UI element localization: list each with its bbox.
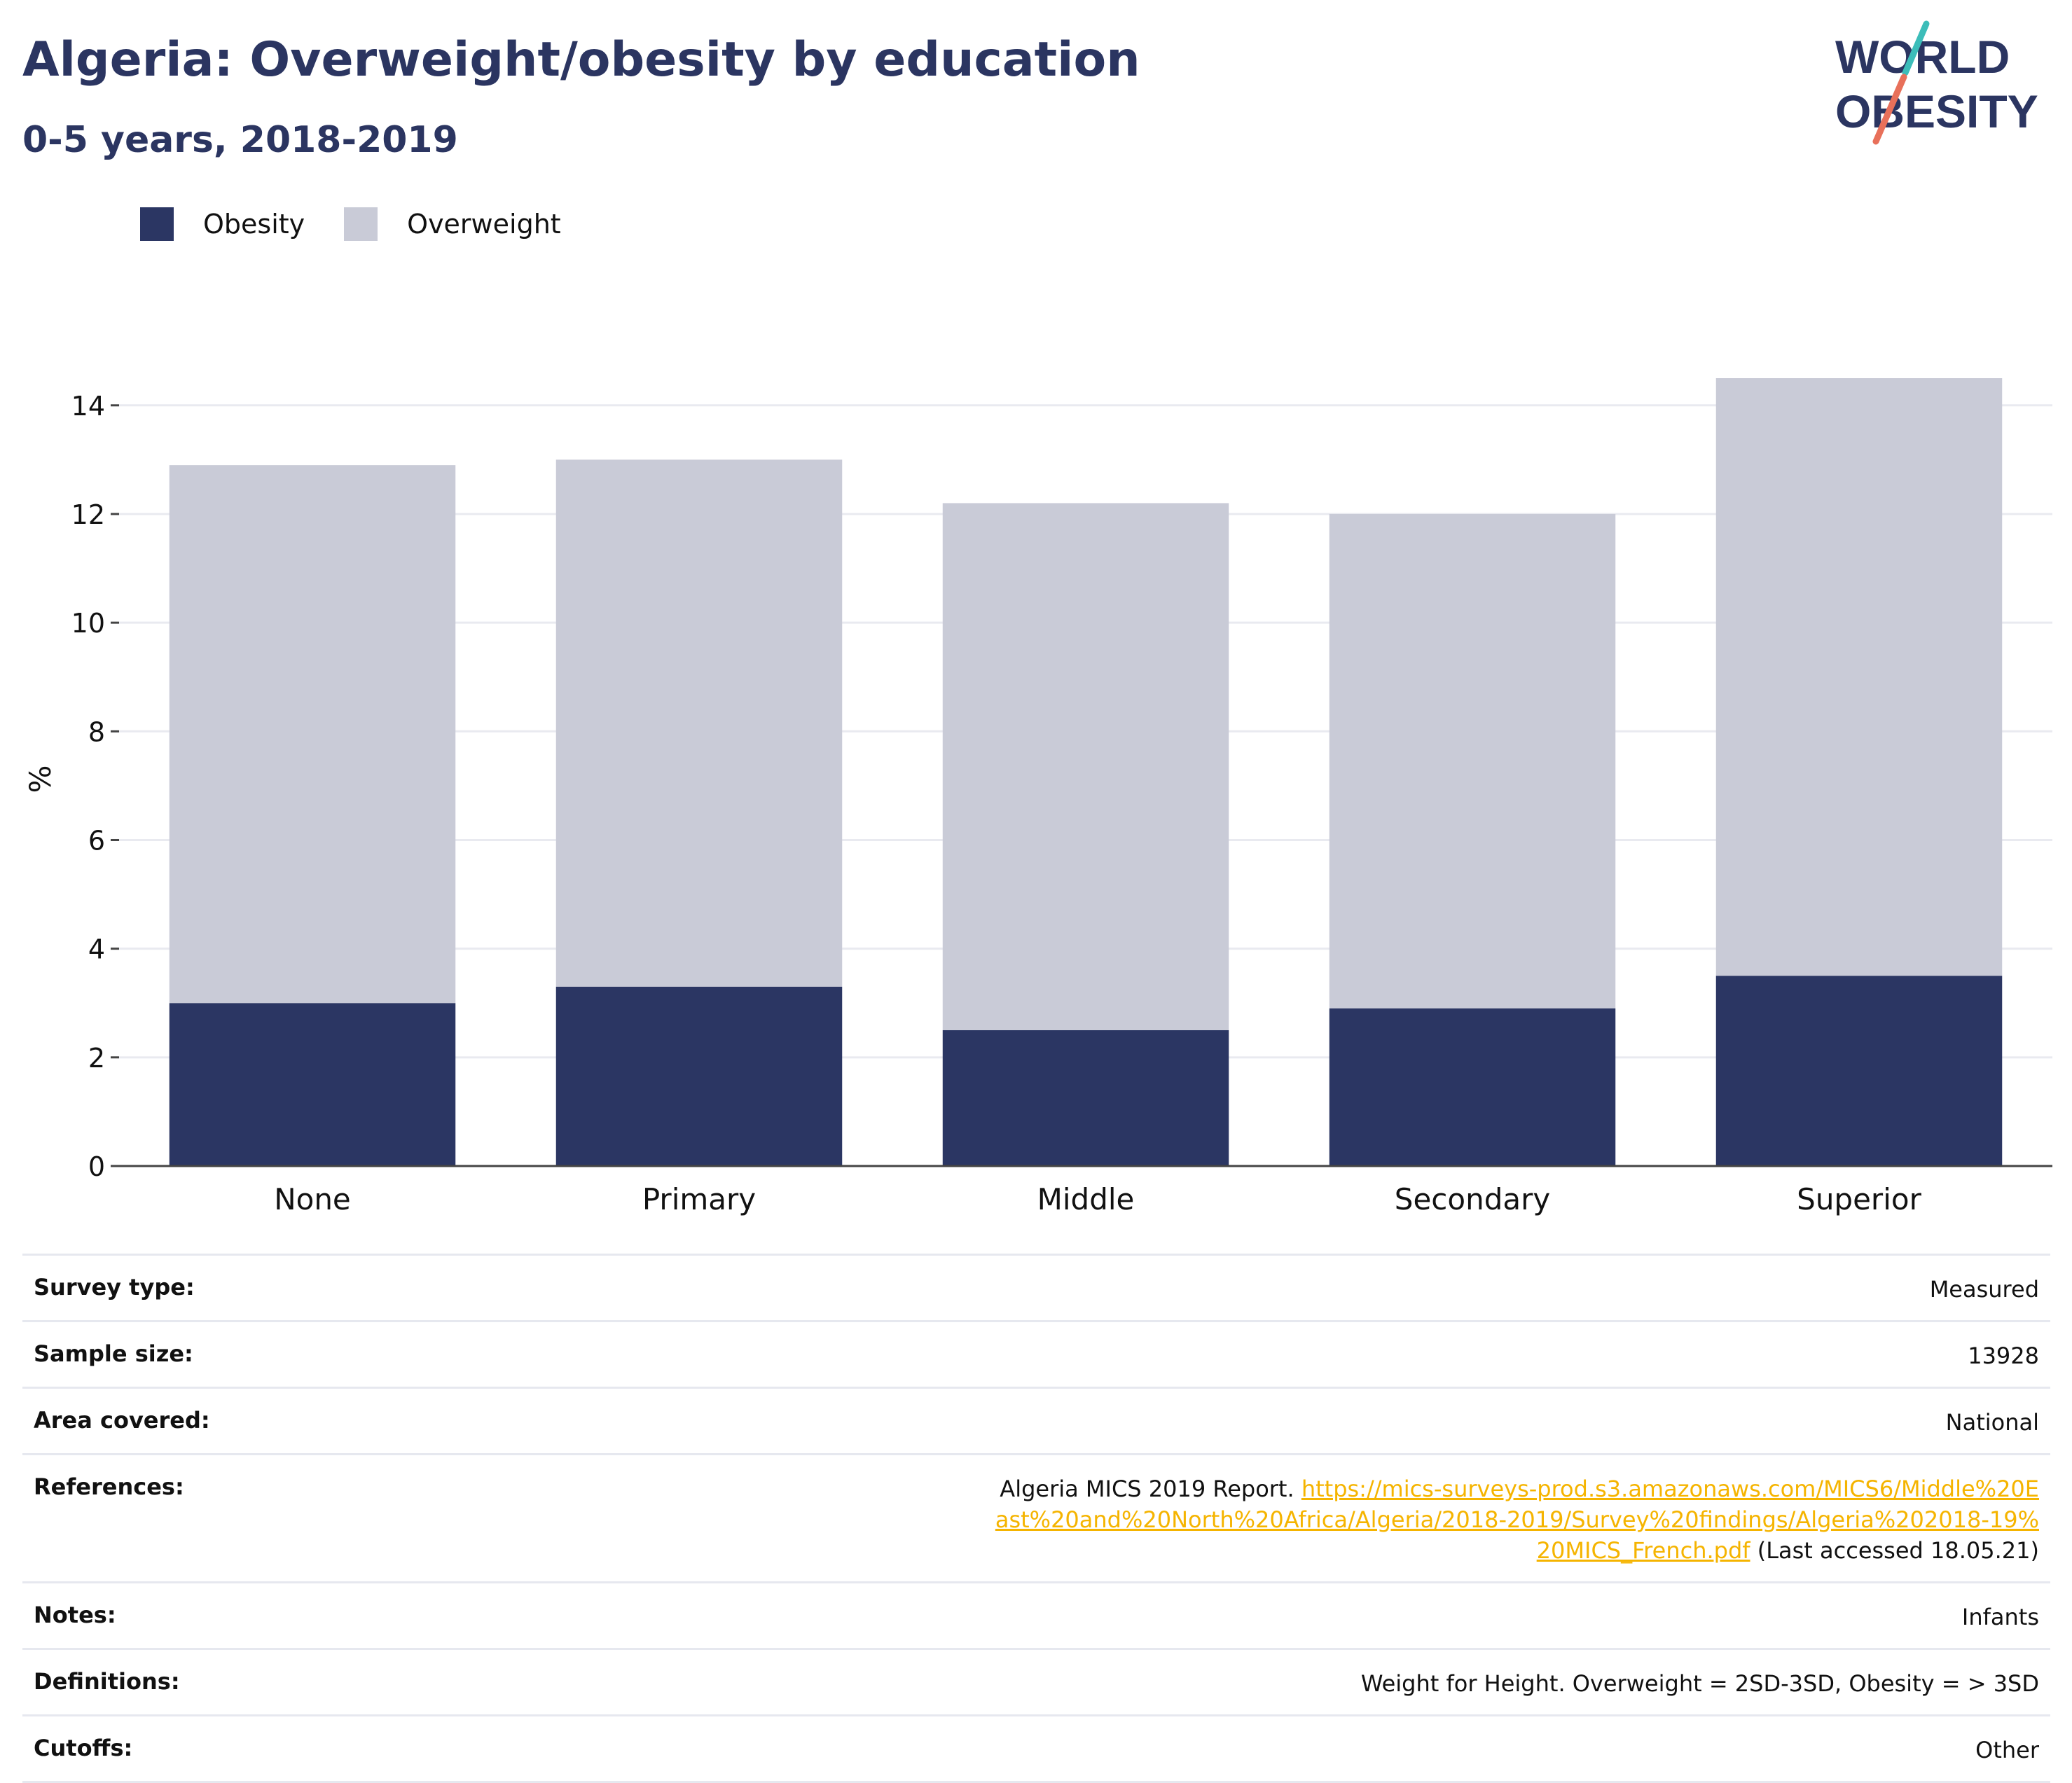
x-tick-label: Secondary [1395,1182,1550,1216]
y-tick-label: 2 [88,1043,105,1074]
legend-swatch-obesity [140,207,174,241]
y-tick-label: 12 [71,499,105,530]
info-row-references: References: Algeria MICS 2019 Report. ht… [22,1453,2050,1581]
sample-size-value: 13928 [1968,1343,2039,1369]
y-tick-label: 14 [71,391,105,422]
chart-title: Algeria: Overweight/obesity by education [22,32,1140,88]
x-tick-label: Primary [642,1182,756,1216]
area-value: National [1945,1409,2039,1436]
references-link[interactable]: https://mics-surveys-prod.s3.amazonaws.c… [995,1476,2039,1564]
bar-obesity-secondary [1329,1008,1616,1166]
bar-overweight-superior [1715,378,2003,976]
bar-chart: 0 2 4 6 8 10 12 14% None Primary Middle Secondary Su… [23,378,2052,1216]
info-row-cutoffs: Cutoffs: Other [22,1714,2050,1783]
bar-obesity-superior [1715,976,2003,1166]
x-tick-label: Middle [1037,1182,1135,1216]
notes-value: Infants [1961,1604,2039,1630]
bar-overweight-none [169,465,456,1004]
x-tick-label: None [274,1182,351,1216]
y-tick-label: 4 [88,934,105,965]
y-tick-label: 6 [88,825,105,856]
chart-subtitle: 0-5 years, 2018-2019 [22,119,458,161]
chart-legend: Obesity Overweight [140,207,600,241]
survey-type-value: Measured [1929,1276,2039,1303]
legend-item-obesity[interactable]: Obesity [140,207,305,241]
info-row-sample-size: Sample size: 13928 [22,1320,2050,1387]
legend-label-obesity: Obesity [203,209,305,240]
references-label: References: [34,1473,184,1500]
bar-obesity-middle [942,1030,1229,1166]
legend-swatch-overweight [344,207,378,241]
logo-line2: OBESITY [1835,85,2038,137]
legend-label-overweight: Overweight [407,209,561,240]
logo-slash-coral [1872,74,1907,145]
bar-obesity-none [169,1003,456,1166]
bar-overweight-secondary [1329,513,1616,1008]
info-row-survey-type: Survey type: Measured [22,1254,2050,1320]
info-row-area: Area covered: National [22,1387,2050,1453]
info-row-definitions: Definitions: Weight for Height. Overweig… [22,1648,2050,1714]
definitions-value: Weight for Height. Overweight = 2SD-3SD,… [1360,1670,2039,1697]
legend-item-overweight[interactable]: Overweight [344,207,561,241]
world-obesity-logo[interactable]: WORLD OBESITY [1821,17,2059,150]
references-value: Algeria MICS 2019 Report. https://mics-s… [988,1473,2039,1566]
survey-type-label: Survey type: [34,1274,195,1300]
survey-info-table: Survey type: Measured Sample size: 13928… [22,1254,2050,1783]
info-row-notes: Notes: Infants [22,1581,2050,1648]
cutoffs-value: Other [1975,1737,2039,1763]
x-tick-label: Superior [1797,1182,1921,1216]
bar-obesity-primary [555,986,843,1166]
references-prefix: Algeria MICS 2019 Report. [1000,1476,1294,1502]
y-tick-label: 10 [71,608,105,639]
references-suffix: (Last accessed 18.05.21) [1757,1537,2039,1564]
y-tick-label: 0 [88,1151,105,1182]
logo-slash-teal [1902,20,1930,76]
bar-overweight-middle [942,503,1229,1031]
bar-overweight-primary [555,459,843,987]
y-tick-label: 8 [88,716,105,747]
area-label: Area covered: [34,1407,210,1434]
y-axis-label: % [23,765,57,793]
sample-size-label: Sample size: [34,1340,193,1367]
cutoffs-label: Cutoffs: [34,1735,133,1761]
notes-label: Notes: [34,1602,116,1628]
definitions-label: Definitions: [34,1668,180,1695]
